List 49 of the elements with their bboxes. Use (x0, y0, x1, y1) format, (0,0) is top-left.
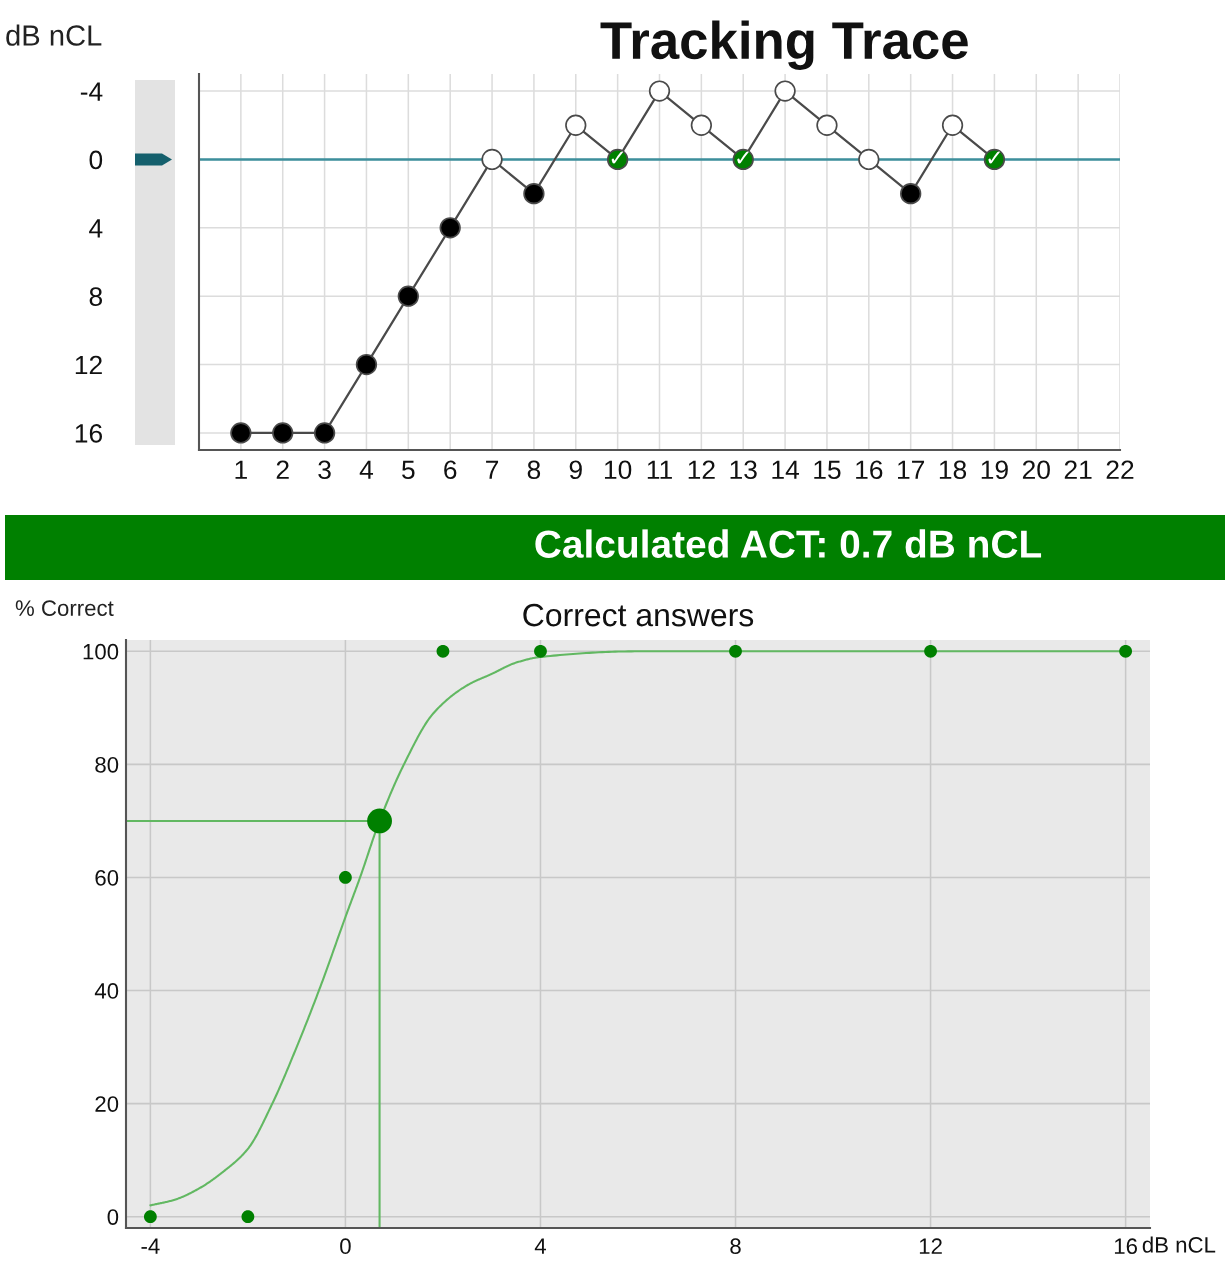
x-tick-label: 6 (444, 460, 457, 480)
x-tick-label: -4 (141, 1238, 160, 1254)
x-tick-label: 16 (856, 460, 883, 480)
x-tick-label: 10 (604, 460, 632, 480)
x-tick-label: 12 (688, 460, 715, 479)
x-tick-label: 19 (981, 460, 1008, 480)
x-tick-label: 3 (318, 460, 331, 480)
x-tick-label: 5 (402, 460, 415, 480)
y-tick-label: 16 (75, 424, 103, 443)
x-tick-label: 0 (340, 1238, 351, 1255)
x-tick-label: 4 (534, 1238, 547, 1254)
x-tick-label: 17 (898, 460, 925, 479)
y-tick-label: 100 (83, 643, 119, 660)
y-tick-label: 20 (95, 1096, 119, 1112)
y-tick-label: 80 (95, 756, 119, 773)
x-tick-label: 1 (235, 460, 247, 479)
y-tick-label: 0 (89, 150, 103, 170)
x-tick-label: 21 (1064, 460, 1092, 479)
x-tick-label: 16 (1114, 1238, 1137, 1255)
y-tick-label: 12 (75, 355, 102, 375)
chart-title: Correct answers (523, 603, 754, 627)
y-axis-title: dB nCL (6, 24, 102, 46)
chart-title: Tracking Trace (600, 20, 968, 70)
x-tick-label: 8 (527, 460, 541, 480)
x-tick-label: 13 (730, 460, 757, 480)
x-tick-label: 14 (772, 460, 799, 479)
x-tick-label: 15 (814, 460, 841, 480)
x-tick-label: 9 (569, 460, 582, 480)
y-axis-title: % Correct (15, 600, 114, 616)
x-tick-label: 2 (276, 460, 289, 479)
x-axis-title: dB nCL (1142, 1236, 1216, 1253)
text: Calculated ACT: 0.7 dB nCL (535, 529, 1042, 558)
x-tick-label: 8 (730, 1238, 741, 1255)
x-tick-label: 12 (919, 1238, 942, 1254)
x-tick-label: 7 (486, 460, 499, 479)
y-tick-label: 8 (89, 287, 103, 306)
x-tick-label: 18 (939, 460, 967, 480)
x-tick-label: 20 (1022, 460, 1050, 480)
y-tick-label: 4 (89, 219, 103, 238)
x-tick-label: 22 (1106, 460, 1134, 479)
annotation: ✓ (737, 151, 749, 164)
y-tick-label: -4 (80, 82, 103, 101)
x-tick-label: 4 (359, 460, 374, 479)
y-tick-label: 40 (94, 983, 119, 999)
y-tick-label: 60 (95, 870, 119, 886)
x-tick-label: 11 (647, 460, 672, 479)
y-tick-label: 0 (107, 1209, 119, 1225)
annotation: ✓ (988, 151, 1000, 164)
annotation: ✓ (611, 151, 624, 164)
